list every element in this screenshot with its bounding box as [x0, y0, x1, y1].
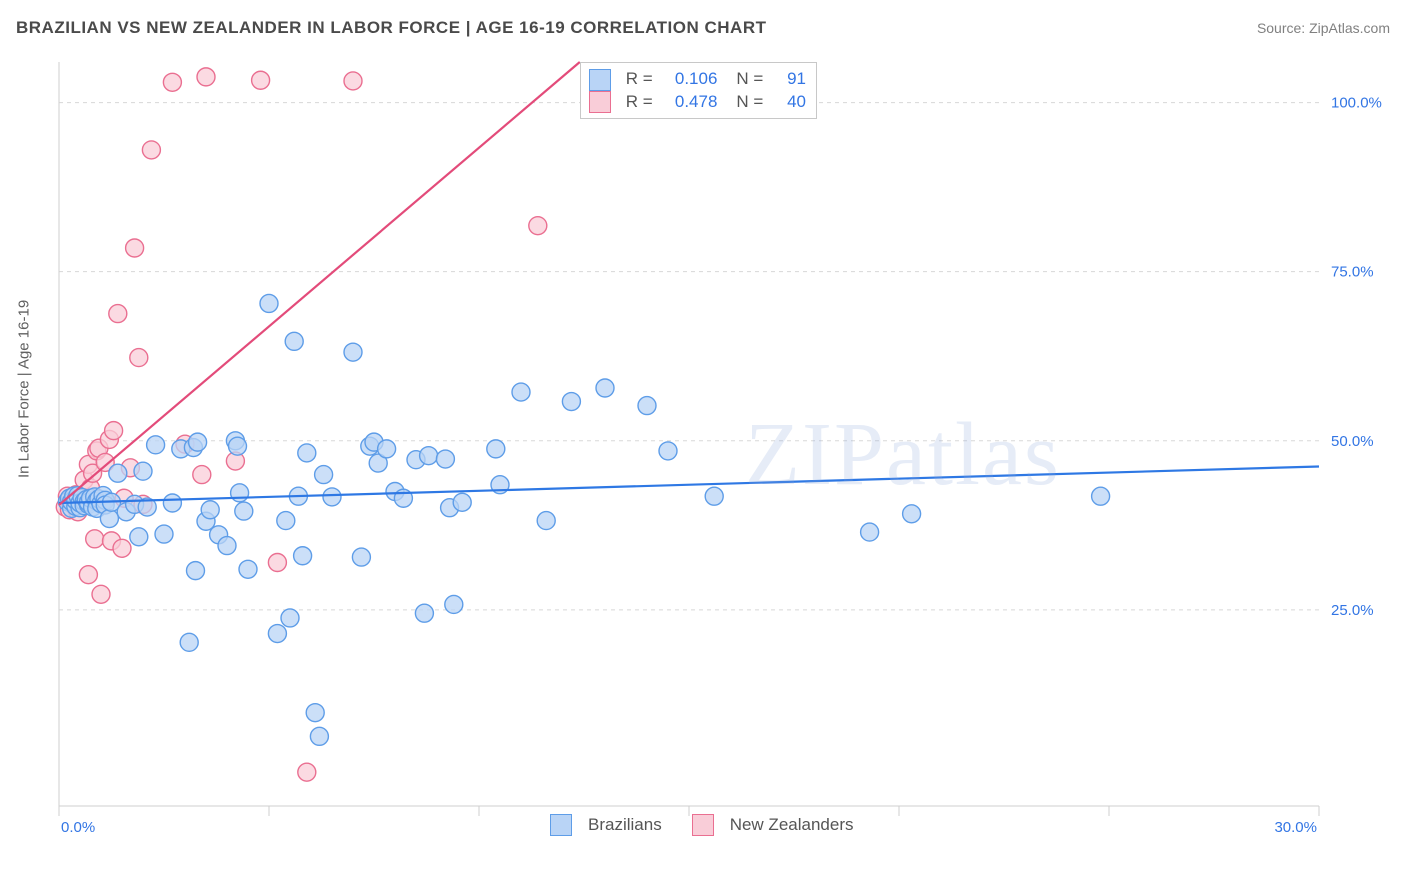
svg-text:0.0%: 0.0%	[61, 819, 95, 836]
legend-r-label: R =	[626, 69, 653, 88]
legend-swatch-newzealanders	[589, 91, 611, 113]
legend-swatch-brazilians	[589, 69, 611, 91]
legend-n-value-brazilians: 91	[772, 68, 806, 91]
legend-row-brazilians: R = 0.106 N = 91	[589, 68, 806, 91]
legend-r-value-brazilians: 0.106	[661, 68, 717, 91]
correlation-legend: R = 0.106 N = 91 R = 0.478 N = 40	[580, 62, 817, 119]
legend-r-label: R =	[626, 92, 653, 111]
svg-text:100.0%: 100.0%	[1331, 95, 1382, 112]
legend-r-value-newzealanders: 0.478	[661, 91, 717, 114]
legend-n-label: N =	[736, 92, 763, 111]
legend-row-newzealanders: R = 0.478 N = 40	[589, 91, 806, 114]
chart-svg: 25.0% 50.0% 75.0% 100.0% 0.0% 30.0%	[55, 58, 1393, 836]
source-name: ZipAtlas.com	[1309, 20, 1390, 36]
svg-text:75.0%: 75.0%	[1331, 264, 1374, 281]
chart-title: BRAZILIAN VS NEW ZEALANDER IN LABOR FORC…	[16, 18, 767, 37]
source-attribution: Source: ZipAtlas.com	[1257, 20, 1390, 36]
legend-label: New Zealanders	[730, 815, 854, 835]
source-label: Source:	[1257, 20, 1309, 36]
legend-item: Brazilians	[550, 814, 662, 836]
y-axis-label: In Labor Force | Age 16-19	[14, 0, 34, 778]
legend-swatch	[692, 814, 714, 836]
svg-text:50.0%: 50.0%	[1331, 433, 1374, 450]
legend-swatch	[550, 814, 572, 836]
svg-text:30.0%: 30.0%	[1274, 819, 1317, 836]
svg-text:25.0%: 25.0%	[1331, 602, 1374, 619]
series-legend: Brazilians New Zealanders	[550, 814, 883, 841]
legend-label: Brazilians	[588, 815, 662, 835]
legend-item: New Zealanders	[692, 814, 854, 836]
legend-n-value-newzealanders: 40	[772, 91, 806, 114]
legend-n-label: N =	[736, 69, 763, 88]
scatter-plot: 25.0%50.0%75.0%100.0%0.0%30.0% ZIPatlas …	[55, 58, 1393, 836]
